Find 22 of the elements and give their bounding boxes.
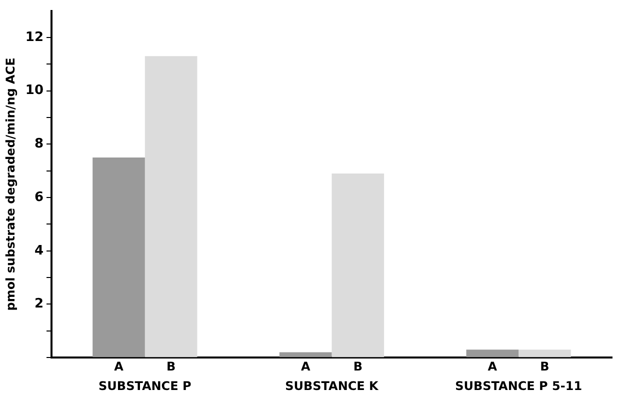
bar xyxy=(466,350,519,358)
series-label: B xyxy=(166,360,176,374)
series-label: A xyxy=(114,360,124,374)
text: B xyxy=(353,360,362,374)
text: A xyxy=(300,360,310,374)
y-axis-title: pmol substrate degraded/min/ng ACE xyxy=(3,58,18,311)
y-tick-label: 8 xyxy=(34,136,44,152)
y-tick-label: 12 xyxy=(25,30,44,45)
bar xyxy=(279,352,332,358)
bar xyxy=(92,158,145,358)
bar xyxy=(518,350,571,358)
text: A xyxy=(488,360,498,374)
bar xyxy=(332,174,384,358)
y-tick-label: 4 xyxy=(34,243,44,258)
x-tick-label: SUBSTANCE P xyxy=(98,378,192,393)
x-tick-label: SUBSTANCE P 5-11 xyxy=(455,378,582,393)
text: B xyxy=(540,360,550,374)
x-tick-label: SUBSTANCE K xyxy=(285,378,380,393)
y-tick-label: 2 xyxy=(34,296,44,312)
y-tick-label: 10 xyxy=(25,83,44,98)
bar xyxy=(144,56,198,358)
y-tick-label: 6 xyxy=(34,190,44,205)
